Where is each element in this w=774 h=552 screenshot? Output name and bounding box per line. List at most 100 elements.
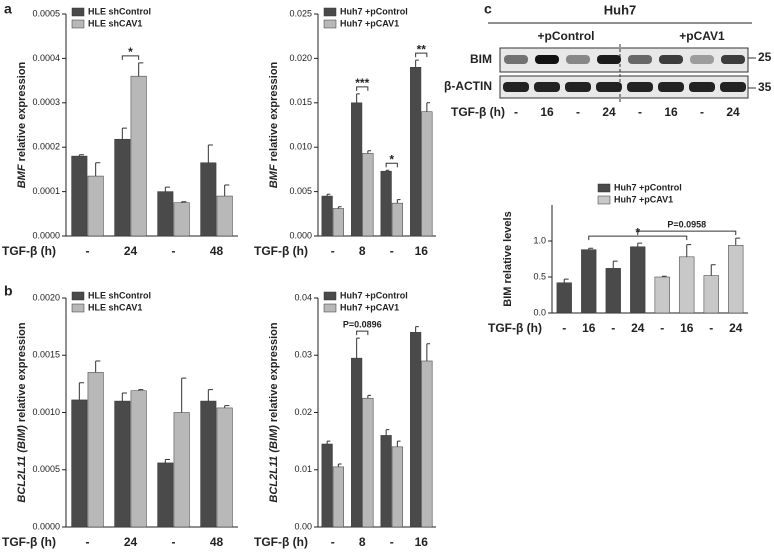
blot-lane-label: 24 [726, 105, 740, 119]
y-tick-label: 0.015 [289, 97, 312, 107]
significance-bracket [356, 86, 369, 91]
error-bar [224, 405, 230, 408]
y-axis-title-gene: BCL2L11 (BIM) [16, 425, 28, 503]
bar [421, 111, 433, 237]
blot-lane-label: - [576, 105, 580, 119]
blot-lane-label: - [700, 105, 704, 119]
marker-label: 25 [758, 50, 772, 64]
y-axis-title-text: relative expression [16, 322, 28, 422]
error-bar [637, 242, 643, 247]
y-axis-title-text: relative expression [268, 322, 280, 422]
error-bar [426, 102, 431, 112]
legend-label: Huh7 +pCAV1 [340, 18, 399, 28]
legend-label: HLE shControl [88, 290, 151, 300]
y-axis-title-gene: BMF [268, 164, 280, 188]
x-tick-label: 24 [124, 244, 138, 258]
significance-label: *** [355, 76, 369, 90]
significance-bracket [121, 55, 140, 60]
x-tick-label: - [331, 535, 335, 549]
panel-label: a [4, 1, 12, 17]
x-tick-label: - [86, 244, 90, 258]
bar [654, 276, 670, 314]
y-tick-label: 0.025 [289, 8, 312, 18]
legend-swatch [323, 303, 337, 313]
blot-lane-label: 16 [664, 105, 678, 119]
bar [130, 390, 147, 528]
y-tick-label: 0.0005 [32, 464, 60, 474]
error-bar [426, 343, 431, 361]
y-tick-label: 0.005 [289, 186, 312, 196]
error-bar [563, 278, 569, 283]
legend-label: Huh7 +pCAV1 [614, 194, 673, 204]
y-tick-label: 0.0020 [32, 292, 60, 302]
x-tick-label: - [390, 244, 394, 258]
bar [332, 208, 344, 237]
chart: 0.000 0.005 0.010 0.015 0.020 0.025 BMF relati… [254, 6, 436, 258]
x-axis-title: TGF-β (h) [2, 244, 56, 258]
blot-lane-label: - [514, 105, 518, 119]
y-axis-title: BMF relative expression [16, 61, 28, 188]
bar [200, 400, 217, 528]
bar [728, 245, 744, 314]
panel-label: c [484, 1, 492, 17]
bar [71, 399, 88, 528]
error-bar [661, 275, 667, 277]
y-axis-title-text: relative expression [268, 61, 280, 161]
bar [216, 195, 233, 237]
error-bar [95, 360, 101, 373]
x-tick-label: 8 [359, 244, 366, 258]
blot-band [721, 55, 745, 64]
error-bar [121, 127, 127, 140]
y-tick-label: 0.0003 [32, 97, 60, 107]
blot-lane-label: 24 [602, 105, 616, 119]
x-tick-label: 16 [415, 244, 429, 258]
legend-swatch [323, 7, 337, 17]
y-axis-title: BIM relative levels [502, 211, 514, 306]
blot-band [690, 55, 714, 64]
error-bar [612, 260, 618, 269]
blot-band [720, 82, 746, 92]
x-tick-label: 8 [359, 535, 366, 549]
bar [410, 67, 422, 237]
legend-swatch [323, 19, 337, 29]
error-bar [356, 337, 360, 359]
bar [321, 443, 333, 528]
y-tick-label: 0.00 [294, 521, 312, 531]
error-bar [385, 429, 390, 436]
error-bar [588, 247, 594, 250]
y-tick-label: 0.0002 [32, 142, 60, 152]
blot-band [628, 55, 652, 64]
y-axis-title: BCL2L11 (BIM) relative expression [268, 322, 280, 502]
y-tick-label: 0.0015 [32, 350, 60, 360]
legend-swatch [71, 19, 85, 29]
x-tick-label: - [660, 321, 664, 335]
x-tick-label: 24 [729, 321, 743, 335]
bar [332, 466, 344, 528]
significance-label: P=0.0958 [667, 219, 706, 229]
x-tick-label: - [709, 321, 713, 335]
blot-band [504, 55, 528, 64]
bar [362, 153, 374, 237]
blot-band [627, 82, 653, 92]
x-tick-label: 16 [582, 321, 596, 335]
bar [87, 175, 104, 237]
error-bar [121, 392, 127, 402]
x-tick-label: 16 [415, 535, 429, 549]
significance-label: * [128, 45, 133, 59]
x-tick-label: - [172, 244, 176, 258]
blot-group: +pCAV1 [679, 29, 725, 43]
bar [87, 372, 104, 528]
y-tick-label: 0.04 [294, 292, 312, 302]
legend-swatch [71, 7, 85, 17]
bar [200, 162, 217, 237]
blot-band [596, 82, 622, 92]
error-bar [337, 206, 342, 209]
error-bar [138, 62, 144, 77]
bar [391, 446, 403, 528]
y-axis-title: BMF relative expression [268, 61, 280, 188]
bar [173, 412, 190, 528]
error-bar [224, 184, 230, 197]
legend-swatch [597, 195, 611, 205]
blot-band [659, 55, 683, 64]
